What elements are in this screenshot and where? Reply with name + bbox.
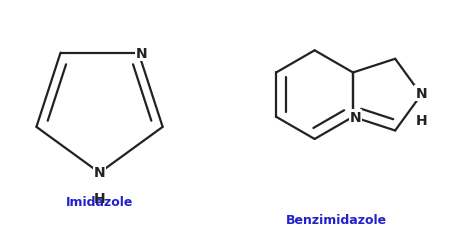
- Text: N: N: [136, 47, 148, 60]
- Text: Benzimidazole: Benzimidazole: [286, 213, 387, 226]
- Text: N: N: [94, 165, 105, 179]
- Text: N: N: [415, 87, 427, 101]
- Text: H: H: [415, 114, 427, 127]
- Text: N: N: [350, 110, 361, 124]
- Text: Imidazole: Imidazole: [66, 195, 133, 208]
- Text: H: H: [94, 191, 105, 205]
